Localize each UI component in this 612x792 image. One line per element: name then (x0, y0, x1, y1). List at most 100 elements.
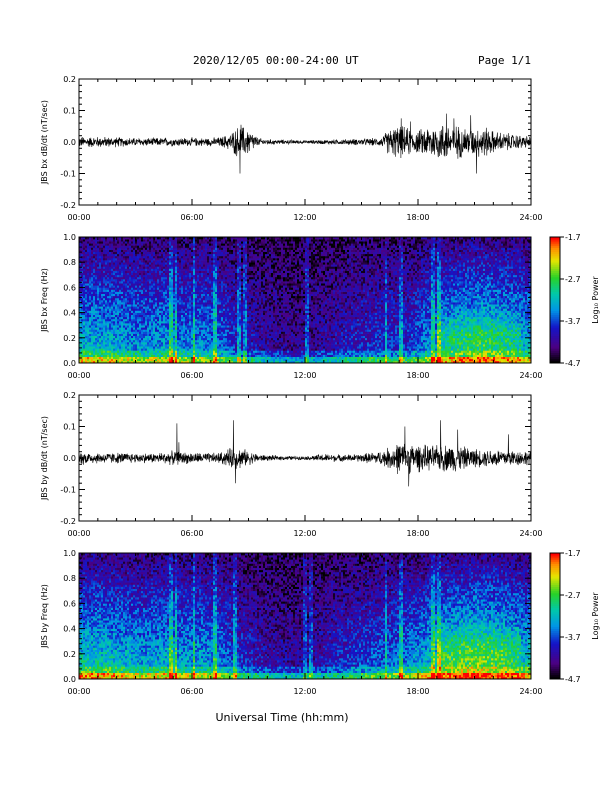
spectrogram-cell (135, 302, 137, 304)
spectrogram-cell (215, 279, 217, 281)
spectrogram-cell (187, 348, 189, 350)
spectrogram-cell (155, 308, 157, 310)
spectrogram-cell (99, 336, 101, 338)
spectrogram-cell (151, 306, 153, 308)
spectrogram-cell (135, 252, 137, 254)
spectrogram-cell (197, 256, 199, 258)
spectrogram-cell (207, 323, 209, 325)
spectrogram-cell (195, 342, 197, 344)
spectrogram-cell (213, 350, 215, 352)
spectrogram-cell (99, 273, 101, 275)
spectrogram-cell (159, 258, 161, 260)
spectrogram-cell (159, 281, 161, 283)
spectrogram-cell (149, 271, 151, 273)
spectrogram-cell (111, 260, 113, 262)
spectrogram-cell (191, 264, 193, 266)
spectrogram-cell (93, 329, 95, 331)
spectrogram-cell (133, 342, 135, 344)
spectrogram-cell (145, 296, 147, 298)
spectrogram-cell (91, 325, 93, 327)
spectrogram-cell (129, 298, 131, 300)
spectrogram-cell (107, 281, 109, 283)
spectrogram-cell (135, 350, 137, 352)
spectrogram-cell (211, 355, 213, 357)
spectrogram-cell (97, 292, 99, 294)
spectrogram-cell (199, 285, 201, 287)
spectrogram-cell (199, 243, 201, 245)
spectrogram-cell (135, 357, 137, 359)
spectrogram-cell (195, 283, 197, 285)
spectrogram-cell (165, 357, 167, 359)
spectrogram-cell (193, 332, 195, 334)
spectrogram-cell (201, 311, 203, 313)
spectrogram-cell (129, 313, 131, 315)
spectrogram-cell (135, 315, 137, 317)
spectrogram-cell (119, 344, 121, 346)
spectrogram-cell (197, 262, 199, 264)
spectrogram-cell (167, 256, 169, 258)
spectrogram-cell (157, 327, 159, 329)
spectrogram-cell (145, 283, 147, 285)
spectrogram-cell (199, 245, 201, 247)
spectrogram-cell (193, 294, 195, 296)
spectrogram-cell (121, 306, 123, 308)
spectrogram-cell (105, 323, 107, 325)
spectrogram-cell (123, 250, 125, 252)
spectrogram-cell (213, 277, 215, 279)
spectrogram-cell (103, 323, 105, 325)
spectrogram-cell (201, 340, 203, 342)
spectrogram-cell (215, 357, 217, 359)
spectrogram-cell (131, 346, 133, 348)
spectrogram-cell (147, 338, 149, 340)
spectrogram-cell (137, 290, 139, 292)
spectrogram-cell (167, 294, 169, 296)
spectrogram-cell (81, 329, 83, 331)
spectrogram-cell (151, 290, 153, 292)
spectrogram-cell (171, 273, 173, 275)
spectrogram-cell (85, 243, 87, 245)
spectrogram-cell (205, 260, 207, 262)
spectrogram-cell (173, 350, 175, 352)
spectrogram-cell (187, 252, 189, 254)
spectrogram-cell (107, 294, 109, 296)
spectrogram-cell (105, 353, 107, 355)
spectrogram-cell (195, 319, 197, 321)
spectrogram-cell (205, 250, 207, 252)
spectrogram-cell (135, 296, 137, 298)
spectrogram-cell (185, 325, 187, 327)
spectrogram-cell (205, 241, 207, 243)
spectrogram-cell (135, 287, 137, 289)
spectrogram-cell (135, 311, 137, 313)
spectrogram-cell (103, 279, 105, 281)
spectrogram-cell (159, 277, 161, 279)
spectrogram-cell (203, 279, 205, 281)
spectrogram-cell (187, 271, 189, 273)
spectrogram-cell (169, 275, 171, 277)
spectrogram-cell (133, 336, 135, 338)
spectrogram-cell (109, 292, 111, 294)
spectrogram-cell (107, 296, 109, 298)
spectrogram-cell (103, 269, 105, 271)
spectrogram-cell (159, 241, 161, 243)
spectrogram-cell (171, 353, 173, 355)
spectrogram-cell (165, 323, 167, 325)
spectrogram-cell (137, 338, 139, 340)
spectrogram-cell (201, 252, 203, 254)
spectrogram-cell (115, 269, 117, 271)
spectrogram-cell (185, 357, 187, 359)
spectrogram-cell (165, 342, 167, 344)
spectrogram-cell (119, 243, 121, 245)
spectrogram-cell (199, 296, 201, 298)
spectrogram-cell (159, 298, 161, 300)
spectrogram-cell (181, 281, 183, 283)
spectrogram-cell (103, 353, 105, 355)
spectrogram-cell (111, 250, 113, 252)
spectrogram-cell (135, 275, 137, 277)
spectrogram-cell (191, 334, 193, 336)
spectrogram-cell (183, 325, 185, 327)
spectrogram-cell (179, 336, 181, 338)
spectrogram-cell (183, 353, 185, 355)
spectrogram-cell (133, 350, 135, 352)
spectrogram-cell (143, 292, 145, 294)
spectrogram-cell (151, 298, 153, 300)
